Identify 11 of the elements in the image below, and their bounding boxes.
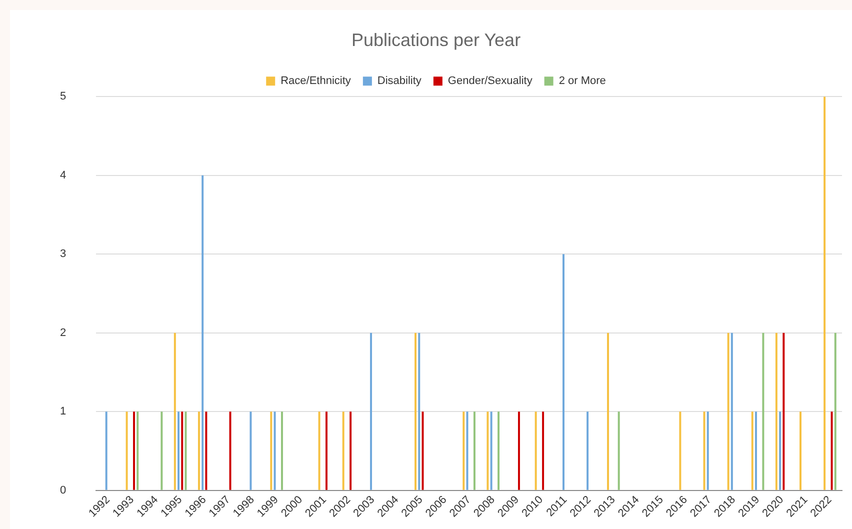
- legend-label: 2 or More: [558, 75, 606, 88]
- y-tick-label: 3: [60, 248, 66, 260]
- legend-label: Disability: [377, 75, 422, 88]
- y-tick-label: 5: [60, 90, 66, 103]
- chart-title: Publications per Year: [351, 30, 521, 50]
- legend-label: Race/Ethnicity: [280, 75, 352, 88]
- y-tick-label: 1: [60, 406, 66, 418]
- y-tick-label: 2: [60, 326, 66, 339]
- y-tick-label: 4: [60, 169, 66, 182]
- y-tick-label: 0: [60, 484, 66, 496]
- legend-label: Gender/Sexuality: [448, 75, 533, 88]
